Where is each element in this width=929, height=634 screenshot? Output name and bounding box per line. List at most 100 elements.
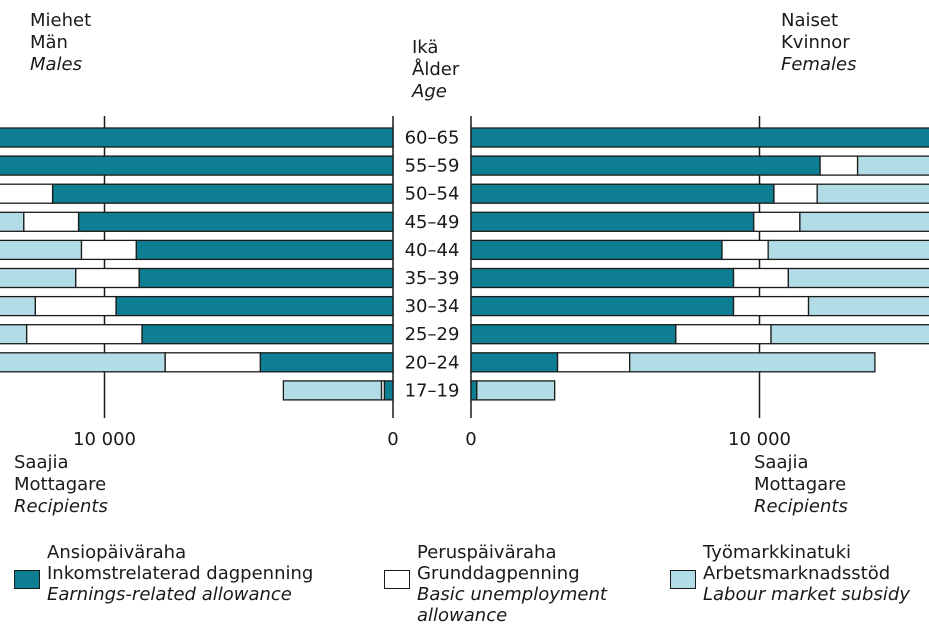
legend-en: Earnings-related allowance — [47, 584, 292, 605]
age-label: 50–54 — [405, 184, 460, 205]
age-label: 25–29 — [405, 324, 460, 345]
legend-text-labour: Työmarkkinatuki Arbetsmarknadsstöd Labou… — [703, 542, 910, 605]
age-label: 17–19 — [405, 380, 460, 401]
bar-female-labour — [807, 295, 929, 317]
bar-male-earnings — [138, 267, 394, 289]
legend-en: Labour market subsidy — [703, 584, 910, 605]
bar-male-earnings — [115, 295, 394, 317]
legend-text-basic: Peruspäiväraha Grunddagpenning Basic une… — [417, 542, 607, 626]
age-header-fi: Ikä — [412, 37, 439, 58]
bar-female-earnings — [470, 380, 478, 401]
age-label: 30–34 — [405, 296, 460, 317]
age-label: 60–65 — [405, 128, 460, 149]
recipients-label-fi: Saajia — [14, 452, 69, 473]
recipients-label-sv: Mottagare — [754, 474, 847, 495]
legend-swatch-earnings — [14, 570, 40, 589]
bar-male-earnings — [77, 211, 394, 232]
recipients-label-left: Saajia Mottagare Recipients — [14, 452, 108, 518]
tick-label-left: 0 — [387, 429, 398, 450]
age-label: 45–49 — [405, 212, 460, 233]
bar-male-labour — [0, 324, 28, 345]
males-header-fi: Miehet — [30, 10, 92, 31]
females-header-fi: Naiset — [781, 10, 839, 31]
recipients-label-en: Recipients — [754, 496, 848, 517]
age-header: Ikä Ålder Age — [412, 37, 459, 103]
bar-female-earnings — [470, 295, 735, 317]
bar-female-earnings — [470, 127, 929, 148]
bar-male-labour — [0, 211, 25, 232]
bar-male-earnings — [141, 324, 394, 345]
bar-male-earnings — [0, 127, 394, 148]
bar-female-labour — [629, 352, 876, 373]
males-header-en: Males — [30, 54, 83, 75]
bar-male-basic — [164, 352, 261, 373]
age-label: 40–44 — [405, 240, 460, 261]
bar-female-earnings — [470, 267, 735, 289]
bar-female-labour — [799, 211, 929, 232]
legend-swatch-labour — [670, 570, 696, 589]
bar-male-basic — [0, 183, 54, 204]
legend-fi: Ansiopäiväraha — [47, 542, 187, 563]
bar-female-basic — [819, 155, 859, 176]
legend-fi: Peruspäiväraha — [417, 542, 557, 563]
bar-male-earnings — [0, 155, 394, 176]
legend-sv: Inkomstrelaterad dagpenning — [47, 563, 314, 584]
age-header-sv: Ålder — [412, 59, 460, 80]
bar-female-earnings — [470, 155, 821, 176]
recipients-label-fi: Saajia — [754, 452, 809, 473]
bar-female-basic — [556, 352, 631, 373]
females-header-sv: Kvinnor — [781, 32, 850, 53]
females-header-en: Females — [781, 54, 857, 75]
bar-male-earnings — [383, 380, 394, 401]
age-header-en: Age — [412, 81, 447, 102]
recipients-label-en: Recipients — [14, 496, 108, 517]
bar-male-labour — [0, 239, 83, 261]
bar-male-labour — [0, 267, 77, 289]
age-label: 20–24 — [405, 352, 460, 373]
bar-female-labour — [767, 239, 929, 261]
tick-label-left: 10 000 — [73, 429, 136, 450]
males-header: Miehet Män Males — [30, 10, 91, 76]
bar-female-labour — [770, 324, 929, 345]
tick-label-right: 0 — [465, 429, 476, 450]
bar-female-earnings — [470, 324, 677, 345]
bar-male-basic — [25, 324, 143, 345]
bar-female-labour — [476, 380, 556, 401]
bar-female-earnings — [470, 239, 723, 261]
age-label: 35–39 — [405, 268, 460, 289]
bar-female-labour — [816, 183, 929, 204]
bar-male-labour — [282, 380, 383, 401]
legend-swatch-basic — [384, 570, 410, 589]
legend-fi: Työmarkkinatuki — [703, 542, 851, 563]
bar-male-labour — [0, 352, 166, 373]
bar-female-basic — [721, 239, 769, 261]
bar-female-basic — [732, 267, 789, 289]
legend-en: Basic unemployment — [417, 584, 607, 605]
bar-female-earnings — [470, 211, 755, 232]
females-header: Naiset Kvinnor Females — [781, 10, 856, 76]
bar-female-labour — [856, 155, 929, 176]
recipients-label-right: Saajia Mottagare Recipients — [754, 452, 848, 518]
legend-en-2: allowance — [417, 605, 508, 626]
tick-label-right: 10 000 — [728, 429, 791, 450]
recipients-label-sv: Mottagare — [14, 474, 107, 495]
bar-female-labour — [787, 267, 929, 289]
bar-male-earnings — [135, 239, 394, 261]
bar-male-basic — [75, 267, 140, 289]
bar-male-earnings — [259, 352, 394, 373]
bar-female-basic — [773, 183, 818, 204]
bar-male-basic — [80, 239, 137, 261]
bar-female-earnings — [470, 183, 775, 204]
bar-female-basic — [732, 295, 810, 317]
males-header-sv: Män — [30, 32, 68, 53]
legend-sv: Arbetsmarknadsstöd — [703, 563, 891, 584]
bar-female-basic — [753, 211, 801, 232]
bar-male-basic — [34, 295, 117, 317]
legend-sv: Grunddagpenning — [417, 563, 580, 584]
bar-female-basic — [675, 324, 772, 345]
bar-male-basic — [23, 211, 80, 232]
legend-text-earnings: Ansiopäiväraha Inkomstrelaterad dagpenni… — [47, 542, 313, 605]
bar-male-labour — [0, 295, 36, 317]
bar-male-earnings — [51, 183, 394, 204]
